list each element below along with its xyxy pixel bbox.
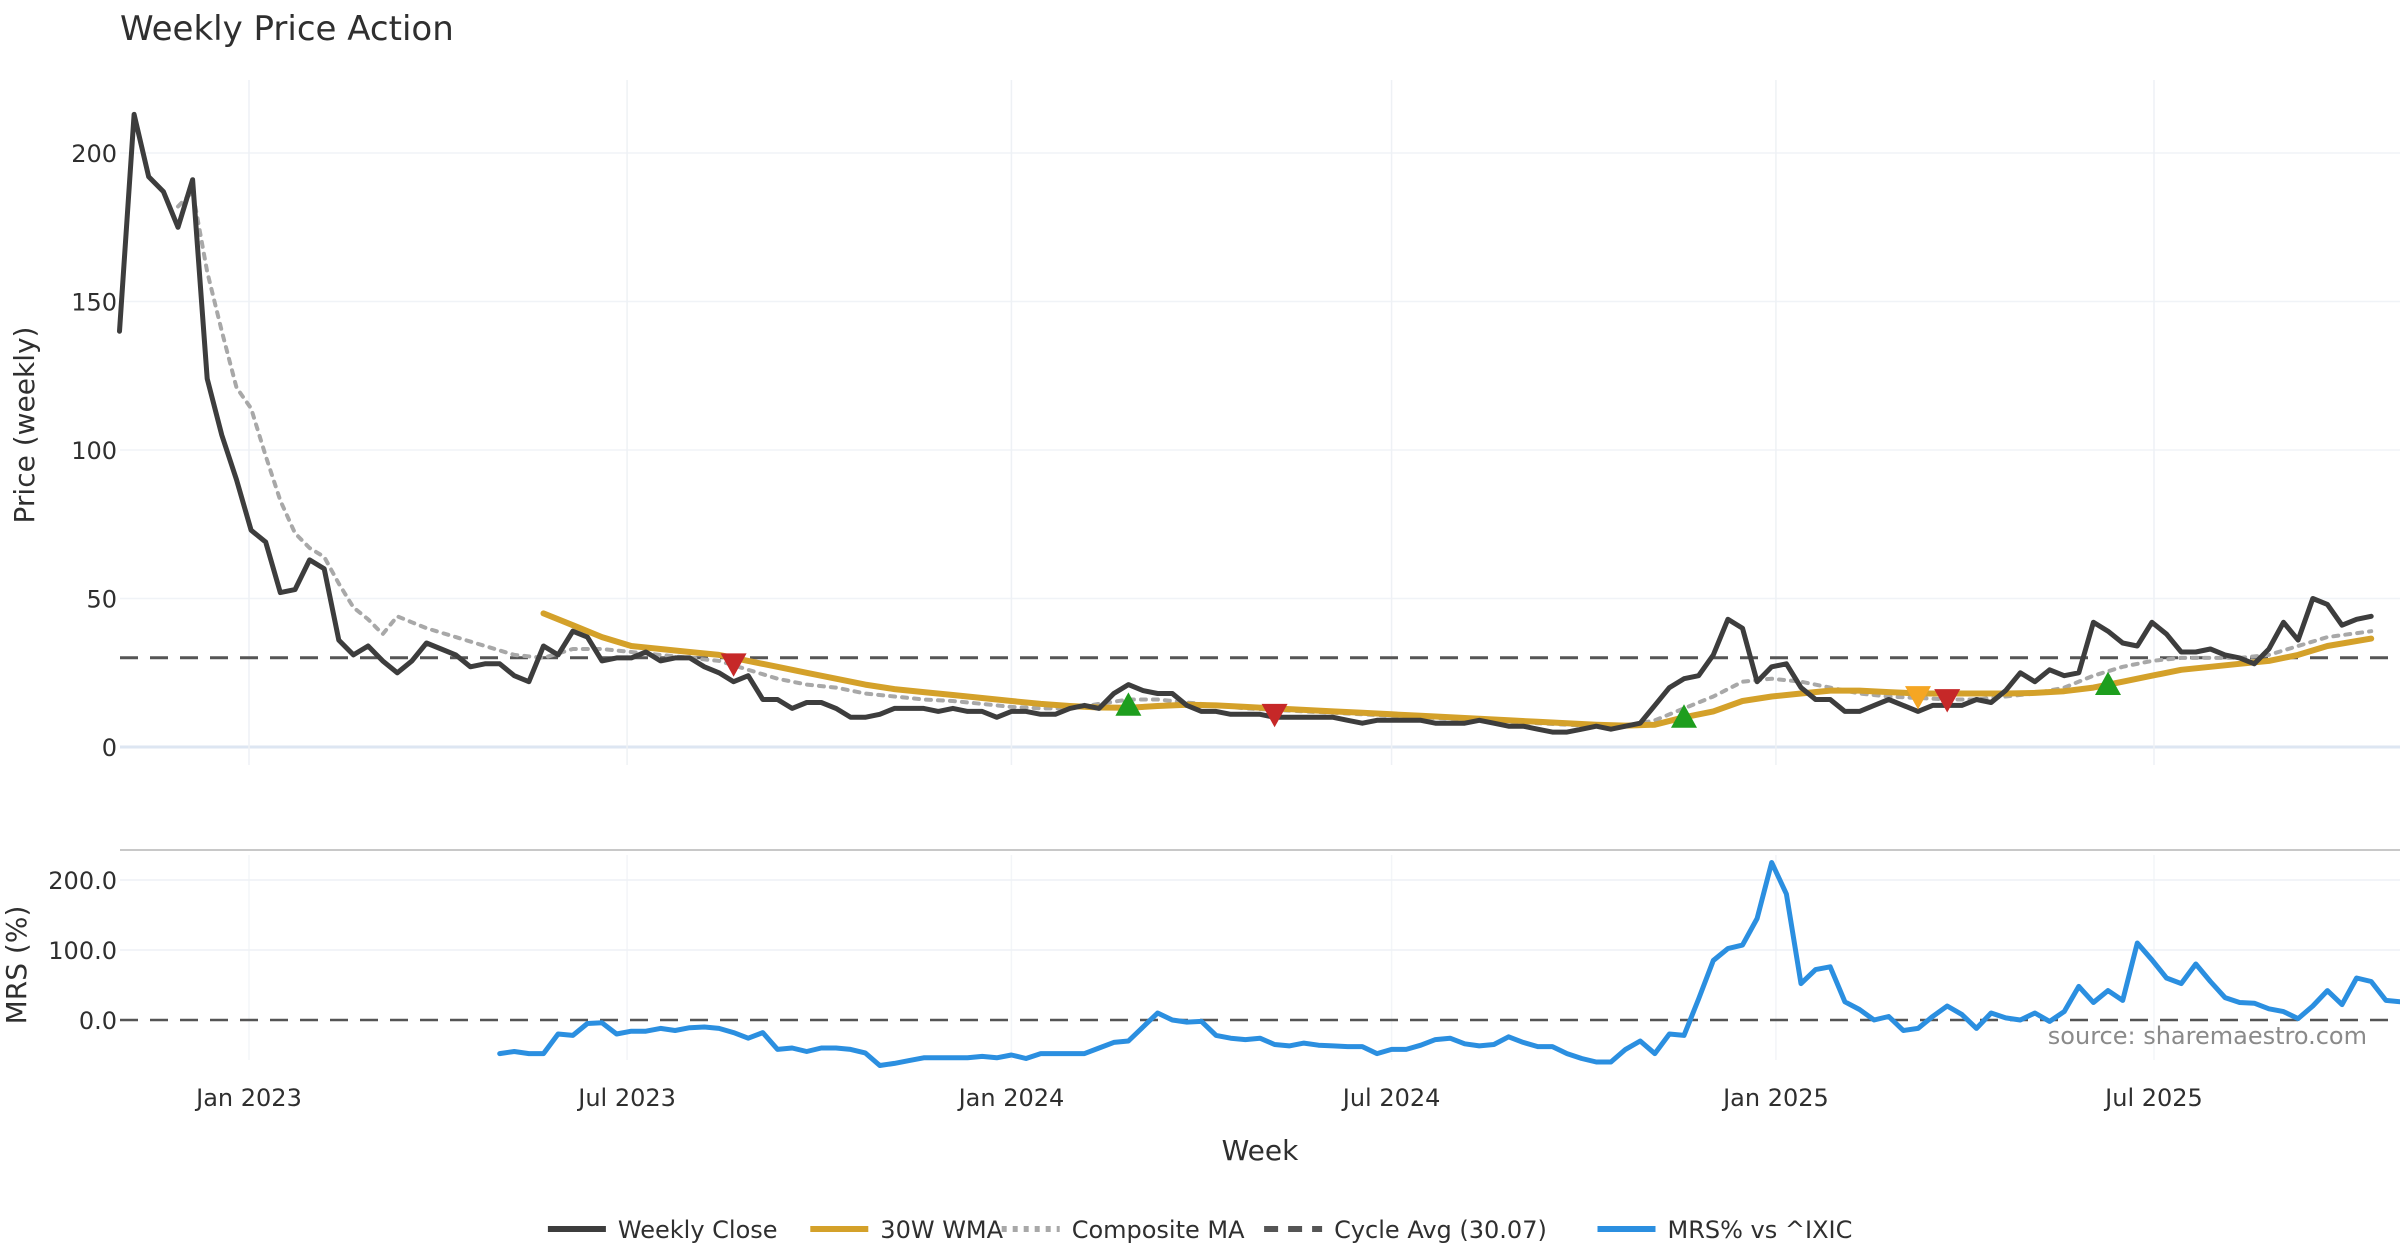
mrs-y-tick: 200.0	[48, 867, 117, 895]
series-line-mrs	[497, 860, 2400, 1068]
mrs-series-group	[497, 860, 2400, 1068]
series-line-30w-wma	[540, 610, 2375, 729]
x-tick: Jul 2024	[1341, 1084, 1441, 1112]
price-y-ticks: 0 50 100 150 200	[71, 140, 117, 762]
x-tick: Jan 2024	[957, 1084, 1065, 1112]
x-tick: Jul 2025	[2103, 1084, 2203, 1112]
signal-marker-buy	[1671, 704, 1697, 728]
legend-label: 30W WMA	[880, 1216, 1003, 1244]
legend-label: MRS% vs ^IXIC	[1668, 1216, 1853, 1244]
signal-marker-sell	[1905, 686, 1931, 710]
signal-marker-sell	[1934, 689, 1961, 713]
mrs-gridlines	[120, 855, 2400, 1060]
source-note: source: sharemaestro.com	[2048, 1022, 2367, 1050]
x-tick: Jan 2023	[194, 1084, 302, 1112]
price-y-axis-title: Price (weekly)	[8, 327, 41, 524]
x-tick: Jul 2023	[576, 1084, 676, 1112]
series-line-weekly-close	[117, 111, 2374, 735]
legend: Weekly Close 30W WMA Composite MA Cycle Avg…	[547, 1216, 1853, 1244]
price-gridlines	[120, 80, 2400, 765]
x-ticks: Jan 2023 Jul 2023 Jan 2024 Jul 2024 Jan 2025…	[194, 1084, 2203, 1112]
x-tick: Jan 2025	[1721, 1084, 1829, 1112]
x-axis-title: Week	[1222, 1134, 1299, 1167]
signal-marker-sell	[720, 653, 747, 677]
price-y-tick: 100	[71, 437, 117, 465]
legend-label: Composite MA	[1072, 1216, 1245, 1244]
legend-label: Cycle Avg (30.07)	[1334, 1216, 1547, 1244]
price-series-group	[117, 111, 2375, 735]
price-y-tick: 50	[86, 586, 117, 614]
series-line-composite-ma	[176, 189, 2374, 729]
signal-marker-buy	[1115, 692, 1142, 716]
price-y-tick: 150	[71, 289, 117, 317]
signal-marker-sell	[1261, 703, 1288, 728]
chart-title: Weekly Price Action	[120, 9, 454, 49]
legend-label: Weekly Close	[618, 1216, 778, 1244]
mrs-y-ticks: 0.0 100.0 200.0	[48, 867, 117, 1035]
price-y-tick: 0	[102, 734, 117, 762]
mrs-y-tick: 0.0	[79, 1007, 117, 1035]
mrs-y-tick: 100.0	[48, 937, 117, 965]
price-markers-group	[720, 653, 2121, 728]
price-y-tick: 200	[71, 140, 117, 168]
mrs-y-axis-title: MRS (%)	[0, 906, 33, 1025]
signal-marker-buy	[2095, 671, 2121, 695]
